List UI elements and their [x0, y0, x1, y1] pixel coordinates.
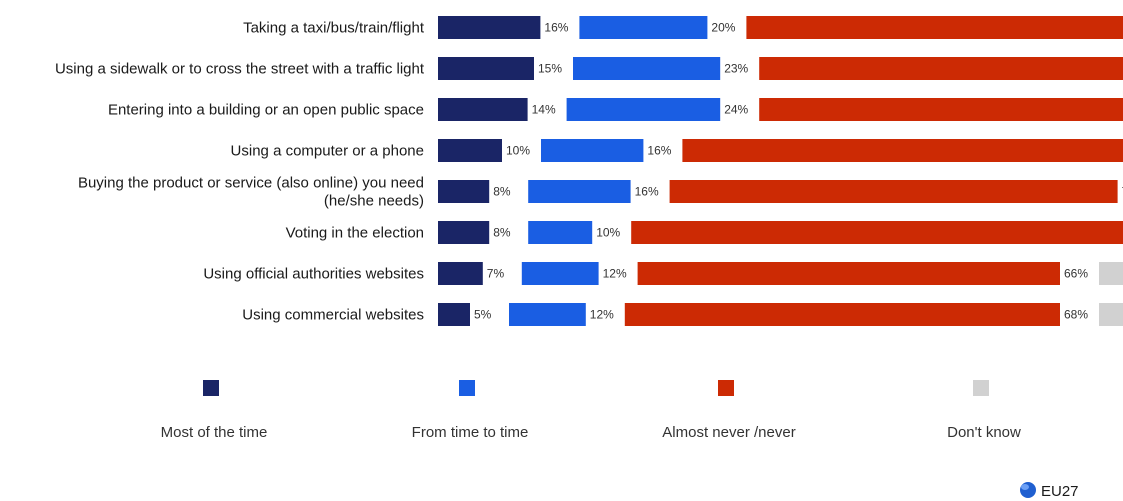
bar-segment	[438, 221, 490, 244]
chart-row: Using official authorities websites 7% 12%…	[203, 262, 1123, 285]
chart-footer: EU27	[1020, 482, 1079, 500]
bar-segment	[541, 139, 644, 162]
bar-segment	[438, 303, 470, 326]
legend-swatch	[973, 380, 989, 396]
legend-label: From time to time	[412, 424, 529, 441]
chart-rows: Taking a taxi/bus/train/flight16%20%62%2…	[55, 16, 1123, 326]
chart-legend: Most of the time From time to time Almost …	[161, 380, 1021, 441]
category-label: Taking a taxi/bus/train/flight	[243, 20, 425, 37]
data-label: 23%	[724, 62, 748, 76]
data-label: 16%	[544, 21, 568, 35]
category-label: Using official authorities websites	[203, 266, 424, 283]
bar-segment	[631, 221, 1123, 244]
legend-item: Most of the time	[161, 380, 268, 441]
bar-segment	[438, 57, 534, 80]
category-label: Using commercial websites	[242, 307, 424, 324]
data-label: 8%	[493, 185, 511, 199]
eu-globe-icon	[1020, 482, 1036, 498]
bar-segment	[438, 262, 483, 285]
bar-segment	[438, 98, 528, 121]
data-label: 8%	[493, 226, 511, 240]
bar-segment	[579, 16, 708, 39]
data-label: 16%	[635, 185, 659, 199]
data-label: 24%	[724, 103, 748, 117]
data-label: 10%	[506, 144, 530, 158]
bar-segment	[682, 139, 1123, 162]
bar-segment	[573, 57, 721, 80]
bar-segment	[438, 16, 541, 39]
bar-segment	[528, 180, 631, 203]
bar-segment	[759, 57, 1123, 80]
chart-row: Buying the product or service (also onli…	[78, 175, 1123, 210]
bar-segment	[438, 139, 502, 162]
data-label: 68%	[1064, 308, 1088, 322]
data-label: 5%	[474, 308, 492, 322]
category-label: Using a computer or a phone	[231, 143, 424, 160]
legend-item: Almost never /never	[662, 380, 796, 441]
category-label: (he/she needs)	[324, 193, 424, 210]
legend-item: From time to time	[412, 380, 529, 441]
category-label: Voting in the election	[286, 225, 424, 242]
chart-row: Taking a taxi/bus/train/flight16%20%62%2…	[243, 16, 1123, 39]
data-label: 66%	[1064, 267, 1088, 281]
legend-label: Don't know	[947, 424, 1021, 441]
legend-label: Almost never /never	[662, 424, 795, 441]
data-label: 15%	[538, 62, 562, 76]
legend-swatch	[203, 380, 219, 396]
data-label: 7%	[487, 267, 505, 281]
legend-label: Most of the time	[161, 424, 268, 441]
legend-swatch	[459, 380, 475, 396]
data-label: 12%	[603, 267, 627, 281]
bar-segment	[509, 303, 586, 326]
legend-swatch	[718, 380, 734, 396]
bar-segment	[528, 221, 593, 244]
bar-segment	[759, 98, 1123, 121]
data-label: 70%	[1122, 185, 1123, 199]
category-label: Using a sidewalk or to cross the street …	[55, 61, 425, 78]
chart-row: Entering into a building or an open publ…	[108, 98, 1123, 121]
category-label: Entering into a building or an open publ…	[108, 102, 424, 119]
chart-row: Using a sidewalk or to cross the street …	[55, 57, 1123, 80]
legend-item: Don't know	[947, 380, 1021, 441]
bar-segment	[566, 98, 721, 121]
data-label: 20%	[711, 21, 735, 35]
category-label: Buying the product or service (also onli…	[78, 175, 424, 192]
data-label: 14%	[532, 103, 556, 117]
bar-segment	[746, 16, 1123, 39]
bar-segment	[1099, 303, 1123, 326]
data-label: 10%	[596, 226, 620, 240]
data-label: 12%	[590, 308, 614, 322]
bar-segment	[624, 303, 1060, 326]
bar-segment	[1099, 262, 1123, 285]
bar-segment	[438, 180, 490, 203]
data-label: 16%	[647, 144, 671, 158]
bar-segment	[521, 262, 599, 285]
bar-segment	[637, 262, 1060, 285]
bar-segment	[669, 180, 1118, 203]
region-label: EU27	[1041, 483, 1079, 500]
